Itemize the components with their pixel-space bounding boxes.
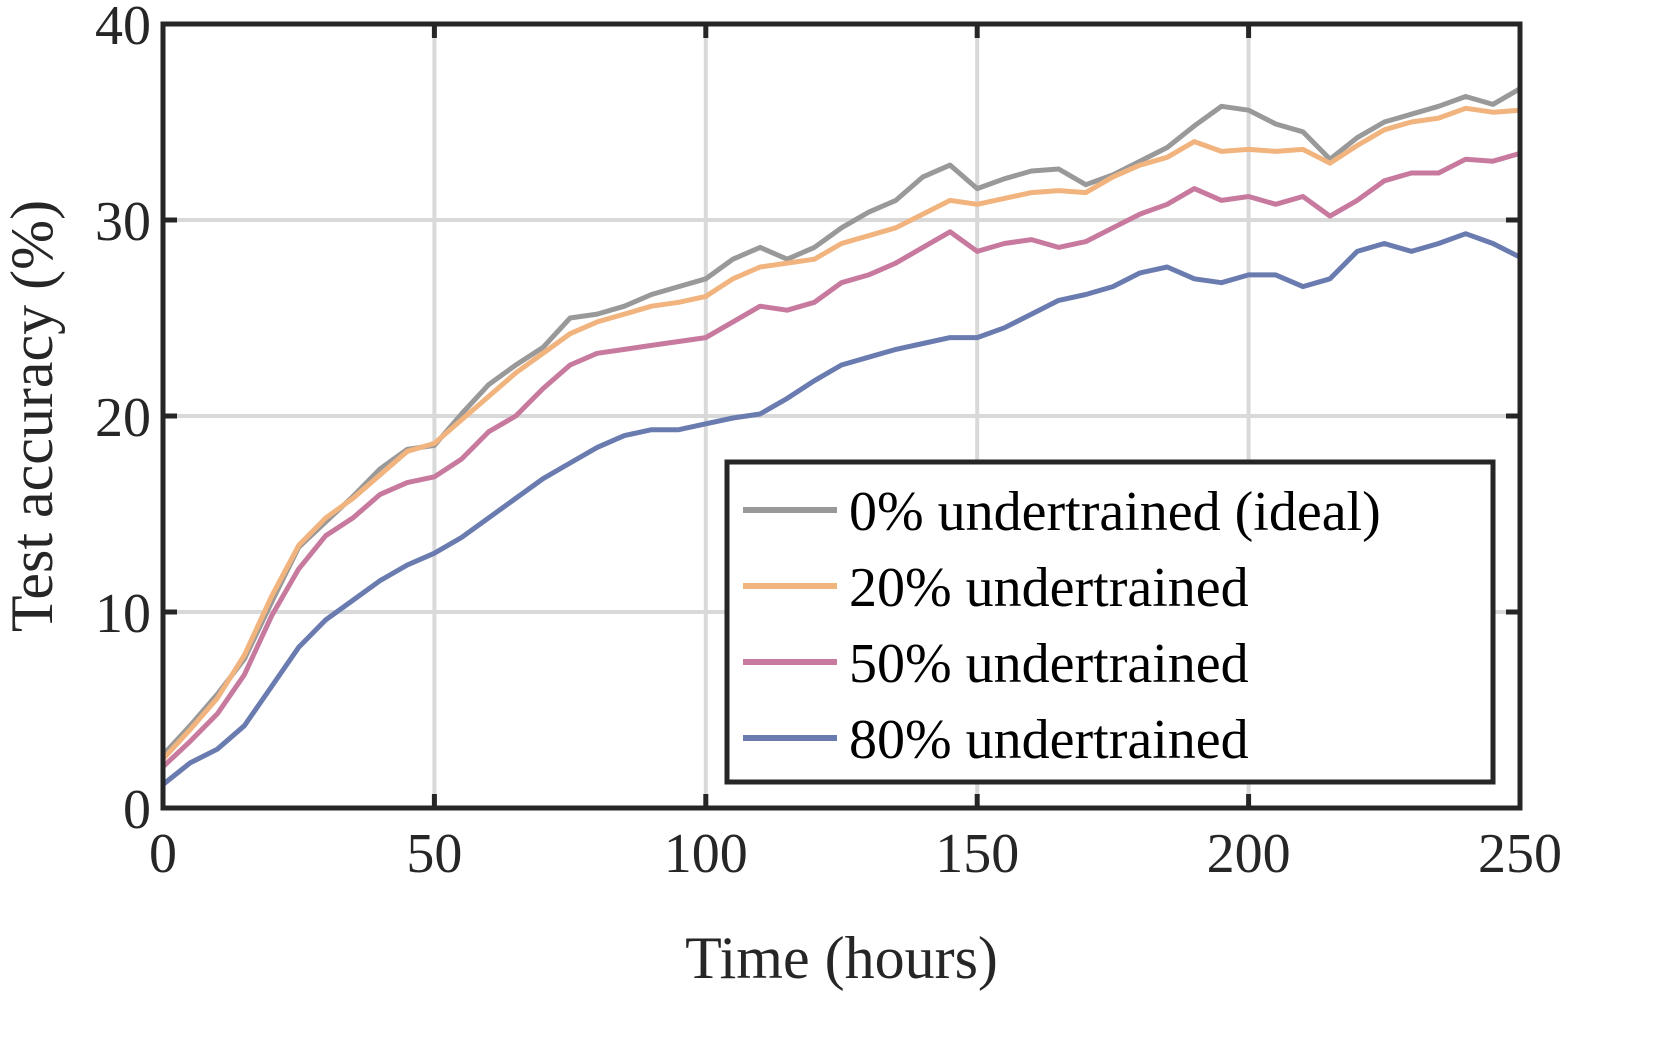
series-line-3 bbox=[160, 231, 1523, 787]
x-tick-label: 100 bbox=[664, 823, 748, 885]
x-tick-label: 200 bbox=[1207, 823, 1291, 885]
legend-label-1: 20% undertrained bbox=[849, 557, 1249, 619]
axis-ticks: 0 50 100 150 200 250 0 10 20 30 40 bbox=[95, 0, 1562, 885]
y-tick-label: 0 bbox=[123, 779, 151, 841]
y-tick-label: 40 bbox=[95, 0, 151, 57]
y-tick-label: 30 bbox=[95, 191, 151, 253]
x-axis-label: Time (hours) bbox=[685, 925, 998, 991]
legend-label-3: 80% undertrained bbox=[849, 709, 1249, 771]
y-tick-label: 10 bbox=[95, 583, 151, 645]
y-axis-label: Test accuracy (%) bbox=[0, 200, 65, 632]
x-tick-label: 0 bbox=[149, 823, 177, 885]
series-layer bbox=[160, 86, 1523, 787]
x-tick-label: 250 bbox=[1478, 823, 1562, 885]
series-line-2 bbox=[160, 150, 1523, 770]
series-line-0 bbox=[160, 86, 1523, 758]
legend-box bbox=[724, 459, 1496, 785]
legend: 0% undertrained (ideal) 20% undertrained 5… bbox=[724, 459, 1496, 785]
series-line-1 bbox=[160, 105, 1523, 762]
y-tick-label: 20 bbox=[95, 387, 151, 449]
x-tick-label: 150 bbox=[935, 823, 1019, 885]
x-tick-label: 50 bbox=[406, 823, 462, 885]
legend-label-0: 0% undertrained (ideal) bbox=[849, 481, 1381, 543]
legend-label-2: 50% undertrained bbox=[849, 633, 1249, 695]
